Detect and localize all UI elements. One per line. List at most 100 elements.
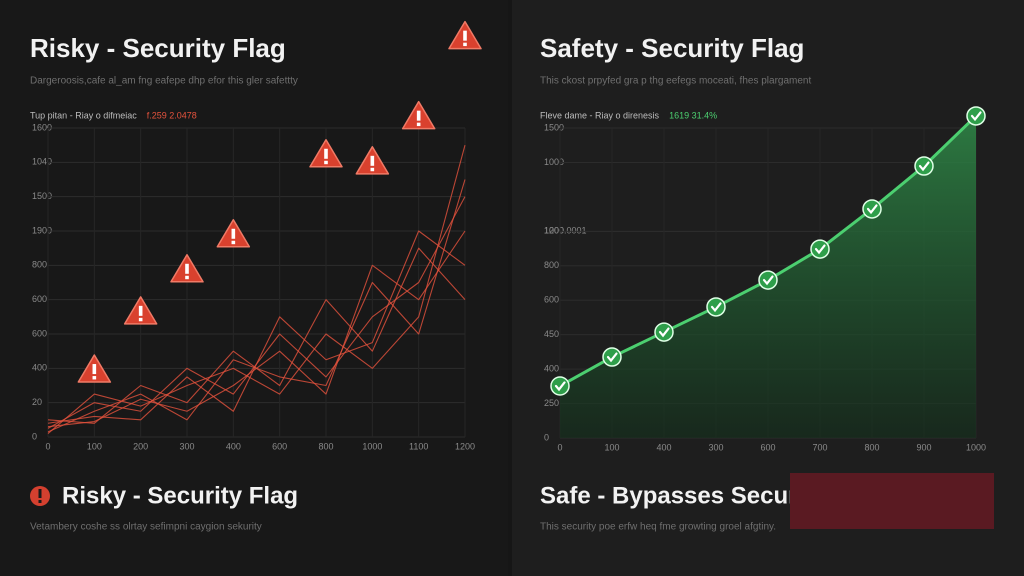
check-mark <box>658 327 670 338</box>
warning-bar <box>92 364 97 375</box>
x-tick-label: 600 <box>272 441 287 451</box>
x-tick-label: 600 <box>760 442 775 452</box>
chart-title: Risky - Security Flag <box>30 33 286 63</box>
y-tick-label: 1500 <box>544 122 564 132</box>
x-tick-label: 300 <box>708 442 723 452</box>
chart-subtitle: Dargeroosis,cafe al_am fng eafepe dhp ef… <box>30 76 298 87</box>
legend-text: Fleve dame - Riay o direnesis <box>540 110 660 120</box>
x-tick-label: 900 <box>916 442 931 452</box>
chart-subtitle: This ckost prpyfed gra p thg eefegs moce… <box>540 76 811 87</box>
footer-title: Risky - Security Flag <box>62 482 298 509</box>
x-tick-label: 0 <box>45 441 50 451</box>
y-tick-label: 400 <box>544 363 559 373</box>
x-tick-label: 1100 <box>409 441 428 451</box>
y-tick-label: 0 <box>32 431 37 441</box>
warning-bar <box>185 263 189 274</box>
x-tick-label: 700 <box>812 442 827 452</box>
check-circle <box>966 106 986 126</box>
check-circle <box>654 322 674 342</box>
x-tick-label: 100 <box>87 441 102 451</box>
y-tick-label: 800 <box>544 260 559 270</box>
legend-value: f.259 2.0478 <box>147 110 197 120</box>
y-tick-label: 250 <box>544 398 559 408</box>
check-circle <box>914 156 934 176</box>
warning-bar <box>370 155 375 166</box>
risk-icon-bar <box>38 489 42 498</box>
overlay-box <box>790 473 994 529</box>
y-tick-label: 1000 <box>544 157 564 167</box>
warning-marker <box>355 146 390 175</box>
y-tick-label: 0 <box>544 432 549 442</box>
warning-bar <box>138 305 143 316</box>
check-marker <box>706 297 726 317</box>
x-tick-label: 400 <box>226 441 241 451</box>
x-tick-label: 1200 <box>455 441 475 451</box>
check-circle <box>862 199 882 219</box>
left-panel <box>0 0 508 576</box>
y-tick-label: 800 <box>32 260 47 270</box>
y-tick-label: 600 <box>32 328 47 338</box>
check-circle <box>602 347 622 367</box>
y-tick-label: 1000 <box>544 226 564 236</box>
check-marker <box>810 239 830 259</box>
x-tick-label: 1000 <box>966 442 986 452</box>
footer-title: Safe - Bypasses Securi <box>540 482 804 509</box>
check-marker <box>758 270 778 290</box>
warning-dot <box>416 122 421 127</box>
check-marker <box>550 376 570 396</box>
warning-dot <box>138 317 143 322</box>
x-tick-label: 100 <box>604 442 619 452</box>
check-marker <box>966 106 986 126</box>
warning-marker <box>448 20 482 50</box>
legend-text: Tup pitan - Riay o difmeiac <box>30 110 137 120</box>
series-line <box>47 230 466 424</box>
warning-dot <box>324 160 328 165</box>
series-line <box>47 230 466 428</box>
check-circle <box>810 239 830 259</box>
x-tick-label: 300 <box>179 441 194 451</box>
warning-dot <box>463 42 467 47</box>
footer-caption: This security poe erfw heq fme growting … <box>540 522 776 533</box>
footer-caption: Vetambery coshe ss olrtay sefimpni caygi… <box>30 522 262 533</box>
y-tick-label: 1500 <box>32 191 52 201</box>
y-tick-label: 400 <box>32 363 47 373</box>
warning-dot <box>370 167 375 172</box>
check-mark <box>918 161 930 172</box>
chart-title: Safety - Security Flag <box>540 33 804 63</box>
y-tick-label: 1600 <box>32 122 52 132</box>
x-tick-label: 1000 <box>362 441 382 451</box>
check-mark <box>814 244 826 255</box>
check-mark <box>970 111 982 122</box>
y-tick-label: 600 <box>544 295 559 305</box>
x-tick-label: 0 <box>557 442 562 452</box>
warning-marker <box>170 254 204 283</box>
y-tick-label: 1040 <box>32 157 52 167</box>
y-tick-label: 600 <box>32 294 47 304</box>
y-tick-label: 1900 <box>32 225 52 235</box>
x-tick-label: 400 <box>656 442 671 452</box>
area <box>560 115 976 438</box>
warning-marker <box>123 296 158 325</box>
warning-marker <box>401 100 436 130</box>
warning-bar <box>416 110 421 121</box>
check-marker <box>862 199 882 219</box>
y-tick-label: 20 <box>32 397 42 407</box>
check-circle <box>550 376 570 396</box>
check-mark <box>762 275 774 286</box>
check-mark <box>866 204 878 215</box>
warning-dot <box>185 275 189 280</box>
risk-icon-dot <box>38 500 42 503</box>
warning-dot <box>92 376 97 380</box>
check-circle <box>758 270 778 290</box>
y-tick-label: 1200.0001 <box>544 226 587 236</box>
warning-bar <box>463 30 467 41</box>
check-mark <box>710 302 722 313</box>
legend-value: 1619 31.4% <box>669 110 717 120</box>
check-marker <box>654 322 674 342</box>
x-tick-label: 800 <box>864 442 879 452</box>
charts: Risky - Security Flag Dargeroosis,cafe al… <box>30 20 986 452</box>
warning-bar <box>231 228 236 239</box>
check-marker <box>914 156 934 176</box>
